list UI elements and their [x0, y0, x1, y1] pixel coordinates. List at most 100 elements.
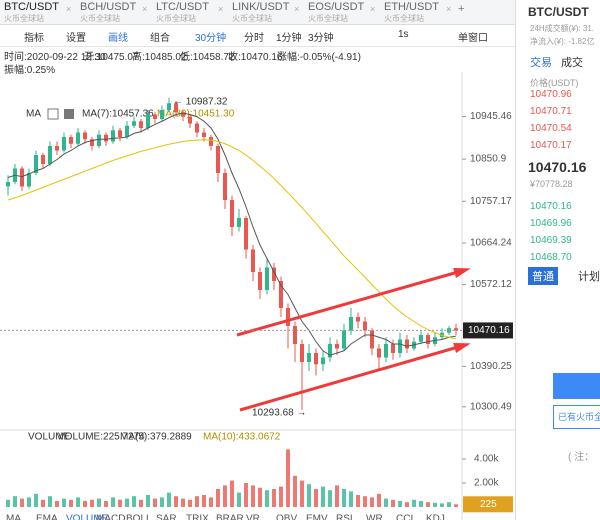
volume-bar	[55, 501, 59, 507]
volume-bar	[139, 499, 143, 507]
bid-price: 10469.96	[530, 218, 572, 229]
candle-body	[6, 182, 10, 187]
candle-body	[272, 267, 276, 281]
candle-body	[209, 137, 213, 146]
candle-body	[307, 353, 311, 362]
tab-sub: 火币全球站	[384, 14, 424, 23]
tool[interactable]: 组合	[150, 33, 170, 44]
candle-body	[237, 218, 241, 227]
volume-bar	[90, 499, 94, 507]
volume-bar	[181, 498, 185, 507]
volume-bar	[300, 480, 304, 507]
y-tick-label: 10572.12	[470, 279, 512, 290]
order-tab[interactable]: 计划	[578, 271, 600, 283]
tool[interactable]: 1分钟	[276, 33, 302, 44]
candle-body	[48, 146, 52, 164]
candle-body	[97, 134, 101, 146]
indicator-tab: SAR	[156, 514, 177, 520]
candle-body	[349, 317, 353, 331]
ma-line	[7, 112, 457, 356]
volume-bar	[286, 449, 290, 507]
drawn-arrow	[236, 268, 466, 337]
volume-bar	[76, 497, 80, 507]
volume-bar	[20, 498, 24, 507]
volume-bar	[188, 499, 192, 507]
volume-bar	[272, 489, 276, 507]
volume-tag-label: 225	[480, 499, 497, 510]
vol-legend: VOLUME:225.7274	[58, 432, 145, 443]
candle-body	[384, 344, 388, 358]
candle-body	[188, 116, 192, 124]
ask-price: 10470.54	[530, 123, 572, 134]
tool[interactable]: 指标	[24, 33, 44, 44]
tab[interactable]: 交易	[530, 57, 552, 69]
candle-body	[104, 134, 108, 142]
volume-bar	[48, 496, 52, 507]
tab-name[interactable]: BCH/USDT	[80, 1, 137, 13]
candle-body	[279, 281, 283, 308]
candle-body	[216, 146, 220, 173]
tool[interactable]: 分时	[244, 33, 264, 44]
tool[interactable]: 30分钟	[195, 33, 227, 44]
submit-button[interactable]	[553, 373, 600, 399]
volume-bar	[454, 504, 458, 507]
tool[interactable]: 设置	[66, 33, 86, 44]
right-panel: BTC/USDT 24H成交额(¥): 31. 净流入(¥): -1.82亿 交…	[515, 0, 600, 520]
bid-price: 10470.16	[530, 201, 572, 212]
ask-price: 10470.71	[530, 106, 572, 117]
tool[interactable]: 单窗口	[458, 33, 488, 44]
tab-name[interactable]: LINK/USDT	[232, 1, 290, 13]
tool[interactable]: 1s	[398, 29, 409, 40]
candle-body	[132, 121, 136, 126]
volume-bar	[314, 489, 318, 507]
tool[interactable]: 3分钟	[308, 33, 334, 44]
indicator-tab: MACD	[96, 514, 125, 520]
tab-sub: 火币全球站	[308, 14, 348, 23]
tab-name[interactable]: BTC/USDT	[4, 1, 59, 13]
volume-bar	[118, 499, 122, 507]
volume-bar	[237, 492, 241, 507]
tab-bar: BTC/USDT 火币全球站 × BCH/USDT 火币全球站 × LTC/USDT 火币全球…	[0, 0, 515, 25]
candle-body	[286, 308, 290, 326]
ma-legend: MA(30):10451.30	[157, 109, 235, 120]
candle-body	[363, 321, 367, 331]
y-tick-label: 10850.9	[470, 154, 507, 165]
volume-bar	[377, 493, 381, 507]
candle-body	[69, 137, 73, 144]
volume-bar	[349, 491, 353, 507]
candle-body	[223, 173, 227, 200]
tab-name[interactable]: ETH/USDT	[384, 1, 439, 13]
candle-body	[111, 130, 115, 142]
ma-legend: MA	[26, 109, 41, 120]
order-tab[interactable]: 普通	[528, 267, 558, 285]
last-price: 10470.16	[528, 159, 587, 175]
volume-tag	[463, 496, 513, 513]
hint: ( 注：	[568, 452, 595, 463]
volume-bar	[251, 485, 255, 507]
candle-body	[321, 357, 325, 365]
tab-name[interactable]: LTC/USDT	[156, 1, 209, 13]
tab-sub: 火币全球站	[4, 14, 44, 23]
indicator-tab: CCI	[396, 514, 413, 520]
tool[interactable]: 画线	[108, 33, 128, 44]
volume-bar	[97, 498, 101, 507]
volume-bar	[146, 495, 150, 507]
v-tick-label: 2.00k	[474, 478, 499, 489]
candle-body	[125, 125, 129, 137]
volume-bar	[370, 497, 374, 507]
ask-price: 10470.96	[530, 89, 572, 100]
volume-bar	[174, 496, 178, 507]
volume-bar	[34, 493, 38, 507]
volume-bar	[244, 483, 248, 507]
candle-body	[55, 146, 59, 151]
candle-body	[258, 272, 262, 290]
last-cny: ¥70778.28	[530, 179, 573, 189]
tab[interactable]: 成交	[561, 57, 583, 69]
volume-bar	[412, 499, 416, 507]
tab-name[interactable]: EOS/USDT	[308, 1, 365, 13]
candle-body	[342, 330, 346, 349]
volume-bar	[279, 486, 283, 507]
ask-price: 10470.17	[530, 140, 572, 151]
indicator-tab: EMA	[36, 514, 58, 520]
low-label: 10293.68 →	[252, 407, 307, 418]
